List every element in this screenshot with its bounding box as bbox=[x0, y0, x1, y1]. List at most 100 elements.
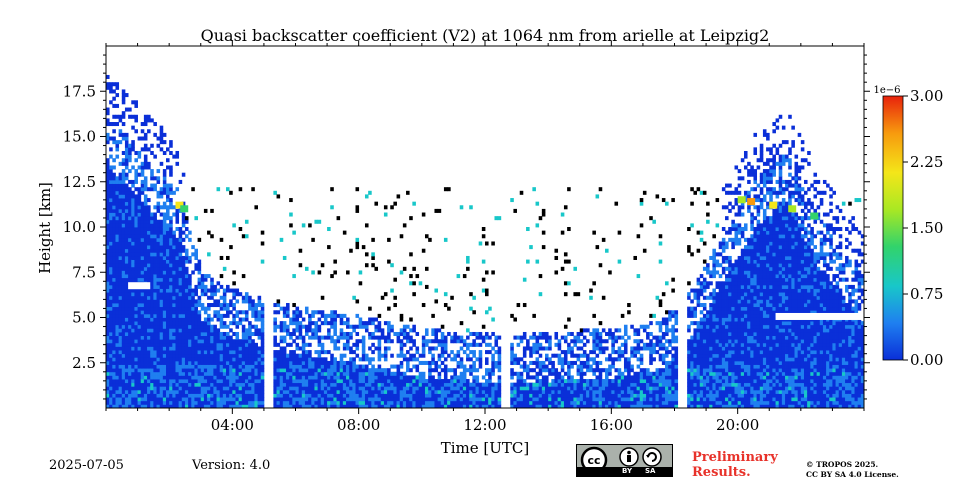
heatmap-cell bbox=[450, 382, 454, 387]
heatmap-cell bbox=[333, 368, 337, 373]
heatmap-cell bbox=[213, 400, 217, 405]
heatmap-cell bbox=[355, 397, 360, 402]
heatmap-cell bbox=[295, 389, 300, 394]
heatmap-cell bbox=[406, 360, 410, 365]
heatmap-cell bbox=[197, 281, 202, 286]
heatmap-cell bbox=[235, 299, 240, 304]
heatmap-cell bbox=[115, 364, 120, 369]
heatmap-cell bbox=[137, 274, 142, 279]
heatmap-cell bbox=[317, 335, 322, 340]
heatmap-cell bbox=[188, 255, 192, 260]
heatmap-cell bbox=[481, 397, 486, 402]
heatmap-cell bbox=[671, 364, 675, 369]
heatmap-cell bbox=[178, 331, 183, 336]
heatmap-cell bbox=[481, 277, 486, 282]
heatmap-cell bbox=[115, 216, 120, 221]
heatmap-cell bbox=[134, 317, 138, 322]
heatmap-cell bbox=[563, 397, 568, 402]
heatmap-cell bbox=[475, 382, 480, 387]
heatmap-cell bbox=[497, 368, 502, 373]
heatmap-cell bbox=[137, 227, 142, 232]
heatmap-cell bbox=[124, 324, 129, 329]
heatmap-cell bbox=[355, 299, 360, 304]
heatmap-cell bbox=[150, 172, 154, 177]
heatmap-cell bbox=[219, 400, 224, 405]
heatmap-cell bbox=[333, 389, 337, 394]
heatmap-cell bbox=[668, 400, 672, 405]
heatmap-cell bbox=[342, 353, 347, 358]
heatmap-cell bbox=[437, 404, 442, 408]
heatmap-cell bbox=[459, 404, 464, 408]
heatmap-cell bbox=[339, 379, 344, 384]
heatmap-cell bbox=[346, 321, 350, 326]
heatmap-cell bbox=[456, 375, 461, 380]
heatmap-cell bbox=[342, 400, 347, 405]
heatmap-cell bbox=[573, 382, 577, 387]
heatmap-cell bbox=[649, 393, 653, 398]
heatmap-cell bbox=[181, 223, 186, 228]
heatmap-cell bbox=[649, 379, 653, 384]
heatmap-cell bbox=[188, 360, 192, 365]
heatmap-cell bbox=[611, 331, 615, 336]
heatmap-cell bbox=[327, 375, 331, 380]
heatmap-cell bbox=[203, 335, 208, 340]
heatmap-cell bbox=[434, 364, 439, 369]
heatmap-cell bbox=[690, 386, 694, 391]
heatmap-cell bbox=[668, 317, 672, 322]
heatmap-cell bbox=[219, 350, 224, 355]
heatmap-cell bbox=[159, 313, 164, 318]
heatmap-cell bbox=[440, 360, 445, 365]
heatmap-cell bbox=[548, 404, 552, 408]
heatmap-cell bbox=[172, 342, 176, 347]
heatmap-cell bbox=[567, 350, 571, 355]
heatmap-cell bbox=[166, 277, 170, 282]
heatmap-cell bbox=[169, 368, 173, 373]
heatmap-cell bbox=[314, 368, 319, 373]
heatmap-cell bbox=[200, 277, 205, 282]
heatmap-cell bbox=[140, 212, 145, 217]
heatmap-cell bbox=[541, 208, 546, 213]
heatmap-cell bbox=[150, 212, 154, 217]
heatmap-cell bbox=[137, 389, 142, 394]
heatmap-cell bbox=[169, 259, 173, 264]
heatmap-cell bbox=[200, 339, 205, 344]
heatmap-cell bbox=[317, 317, 322, 322]
heatmap-cell bbox=[494, 216, 499, 221]
heatmap-cell bbox=[361, 389, 366, 394]
heatmap-cell bbox=[655, 386, 660, 391]
heatmap-cell bbox=[453, 339, 457, 344]
heatmap-cell bbox=[178, 375, 183, 380]
heatmap-cell bbox=[128, 357, 132, 362]
heatmap-cell bbox=[260, 400, 265, 405]
heatmap-cell bbox=[169, 227, 173, 232]
heatmap-cell bbox=[320, 386, 325, 391]
heatmap-cell bbox=[658, 324, 663, 329]
heatmap-cell bbox=[115, 187, 120, 192]
heatmap-cell bbox=[159, 223, 164, 228]
heatmap-cell bbox=[545, 368, 549, 373]
heatmap-cell bbox=[153, 223, 157, 228]
heatmap-cell bbox=[210, 277, 214, 282]
heatmap-cell bbox=[137, 397, 142, 402]
heatmap-cell bbox=[162, 255, 167, 260]
heatmap-cell bbox=[450, 357, 454, 362]
heatmap-cell bbox=[627, 382, 631, 387]
heatmap-cell bbox=[181, 274, 186, 279]
heatmap-cell bbox=[330, 389, 334, 394]
heatmap-cell bbox=[191, 245, 195, 250]
heatmap-cell bbox=[639, 360, 644, 365]
heatmap-cell bbox=[551, 368, 555, 373]
heatmap-cell bbox=[222, 350, 227, 355]
heatmap-cell bbox=[652, 389, 656, 394]
heatmap-cell bbox=[134, 223, 138, 228]
heatmap-cell bbox=[605, 393, 609, 398]
heatmap-cell bbox=[304, 360, 309, 365]
heatmap-cell bbox=[169, 281, 173, 286]
heatmap-cell bbox=[109, 368, 113, 373]
heatmap-cell bbox=[169, 324, 173, 329]
heatmap-cell bbox=[134, 227, 138, 232]
heatmap-cell bbox=[286, 364, 290, 369]
heatmap-cell bbox=[106, 292, 110, 297]
heatmap-cell bbox=[210, 382, 214, 387]
heatmap-cell bbox=[159, 147, 164, 152]
